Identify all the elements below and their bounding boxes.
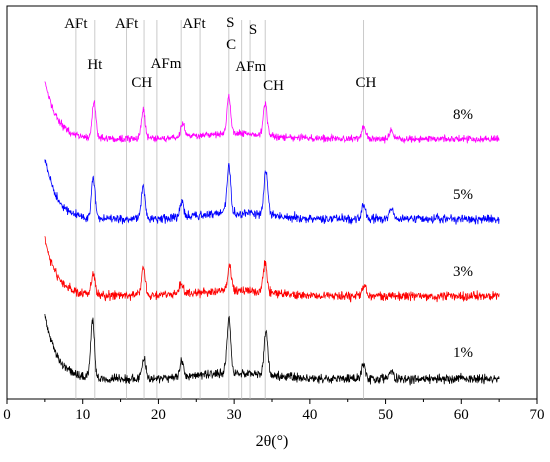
x-axis-label: 2θ(°) [256, 433, 289, 450]
series-group [44, 81, 500, 386]
peak-annotation: C [226, 37, 236, 53]
x-tick-label: 30 [227, 407, 242, 423]
peak-annotation: AFt [115, 16, 139, 32]
series-line-8pct [44, 81, 500, 144]
peak-annotation: S [249, 22, 257, 38]
x-tick-label: 10 [75, 407, 90, 423]
peak-annotations: AFt Ht AFt CH AFm AFt SC AFm S CH CH [64, 15, 376, 94]
peak-annotation: AFt [64, 16, 88, 32]
series-label: 8% [453, 107, 473, 123]
x-axis-ticks: 0 10 20 30 40 50 60 70 [3, 399, 545, 423]
series-line-1pct [44, 313, 500, 386]
series-line-5pct [44, 159, 500, 226]
peak-annotation: Ht [87, 57, 103, 73]
peak-annotation: CH [131, 75, 152, 91]
peak-annotation: AFt [182, 16, 206, 32]
x-tick-label: 50 [378, 407, 393, 423]
peak-annotation: AFm [151, 56, 182, 72]
peak-annotation: AFm [235, 59, 266, 75]
peak-annotation: S [226, 15, 234, 31]
x-tick-label: 20 [151, 407, 166, 423]
peak-annotation: CH [355, 75, 376, 91]
x-tick-label: 40 [302, 407, 317, 423]
series-labels: 8% 5% 3% 1% [453, 107, 473, 361]
series-line-3pct [44, 236, 500, 303]
reference-lines [75, 20, 365, 399]
series-label: 5% [453, 187, 473, 203]
series-label: 1% [453, 345, 473, 361]
series-label: 3% [453, 264, 473, 280]
x-tick-label: 70 [530, 407, 545, 423]
x-tick-label: 60 [454, 407, 469, 423]
x-tick-label: 0 [3, 407, 11, 423]
peak-annotation: CH [263, 78, 284, 94]
